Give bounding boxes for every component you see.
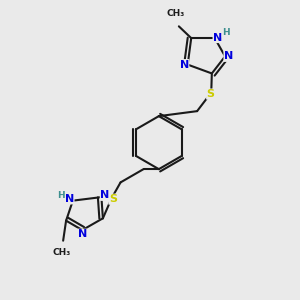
Text: N: N: [213, 32, 222, 43]
Text: S: S: [109, 194, 117, 204]
Text: N: N: [224, 51, 233, 62]
Text: S: S: [207, 89, 215, 99]
Text: N: N: [65, 194, 74, 204]
Text: CH₃: CH₃: [52, 248, 71, 257]
Text: H: H: [57, 191, 65, 200]
Text: N: N: [78, 229, 87, 239]
Text: CH₃: CH₃: [167, 9, 185, 18]
Text: N: N: [179, 60, 189, 70]
Text: H: H: [222, 28, 230, 37]
Text: N: N: [100, 190, 110, 200]
